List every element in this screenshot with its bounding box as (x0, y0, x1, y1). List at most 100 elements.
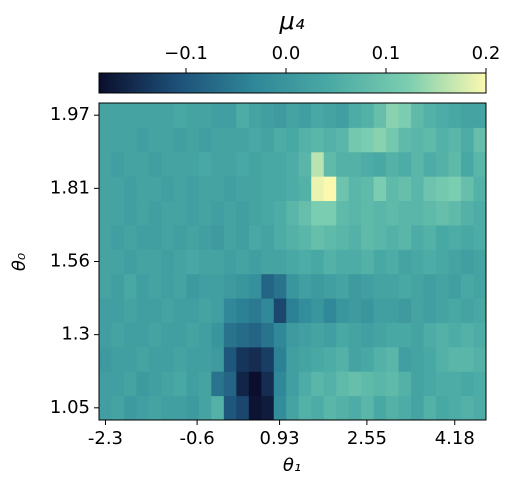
heatmap-cell (248, 176, 262, 202)
colorbar-tick-label: 0.1 (372, 43, 401, 64)
heatmap-cell (448, 127, 462, 153)
heatmap-cell (148, 103, 162, 128)
heatmap-cell (461, 322, 475, 348)
heatmap-cell (186, 371, 200, 397)
heatmap-cell (186, 151, 200, 177)
x-tick-label: 2.55 (347, 428, 387, 449)
heatmap-cell (261, 224, 275, 250)
heatmap-cell (373, 176, 387, 202)
heatmap-cell (236, 200, 250, 226)
heatmap-cell (473, 273, 487, 299)
heatmap-cell (273, 395, 287, 421)
heatmap-cell (236, 346, 250, 372)
heatmap-cell (211, 273, 225, 299)
heatmap-cell (173, 371, 187, 397)
heatmap-cell (236, 322, 250, 348)
heatmap-cell (411, 103, 425, 128)
heatmap-cell (311, 322, 325, 348)
heatmap-cell (448, 224, 462, 250)
heatmap-cell (386, 298, 400, 323)
heatmap-cell (198, 249, 212, 275)
heatmap-cell (298, 371, 312, 397)
heatmap-cell (211, 176, 225, 202)
heatmap-cell (411, 395, 425, 421)
heatmap-cell (273, 151, 287, 177)
heatmap-cell (236, 151, 250, 177)
heatmap-cell (348, 273, 362, 299)
heatmap-cell (386, 273, 400, 299)
heatmap-cell (198, 298, 212, 323)
colorbar-tick-label: 0.0 (272, 43, 301, 64)
heatmap-cell (123, 127, 137, 153)
heatmap-cell (148, 176, 162, 202)
heatmap-cell (236, 176, 250, 202)
heatmap-cell (136, 103, 150, 128)
heatmap-cell (198, 151, 212, 177)
heatmap-cell (248, 395, 262, 421)
heatmap-cell (361, 298, 375, 323)
heatmap-cell (348, 176, 362, 202)
heatmap-cell (436, 224, 450, 250)
heatmap-cell (311, 249, 325, 275)
heatmap-cell (361, 127, 375, 153)
heatmap-cell (248, 200, 262, 226)
heatmap-cell (261, 103, 275, 128)
heatmap-cell (99, 151, 112, 177)
heatmap-cell (211, 371, 225, 397)
heatmap-cell (161, 322, 175, 348)
heatmap-cell (248, 298, 262, 323)
heatmap-cell (111, 224, 125, 250)
heatmap-cell (436, 127, 450, 153)
heatmap-cell (373, 103, 387, 128)
heatmap-cell (423, 395, 437, 421)
heatmap-cell (373, 298, 387, 323)
heatmap-cell (111, 200, 125, 226)
heatmap-cell (236, 249, 250, 275)
heatmap-cell (436, 200, 450, 226)
y-axis-label: θ₀ (9, 253, 30, 271)
heatmap-cell (436, 273, 450, 299)
heatmap-cell (436, 176, 450, 202)
heatmap-cell (136, 298, 150, 323)
heatmap-cell (298, 346, 312, 372)
heatmap-cell (311, 224, 325, 250)
heatmap-cell (236, 395, 250, 421)
heatmap-cell (398, 103, 412, 128)
heatmap-cell (211, 103, 225, 128)
heatmap-cell (111, 346, 125, 372)
heatmap-cell (448, 200, 462, 226)
heatmap-cell (286, 103, 300, 128)
heatmap-cell (223, 395, 237, 421)
heatmap-cell (411, 151, 425, 177)
heatmap-cell (261, 395, 275, 421)
heatmap-cell (248, 151, 262, 177)
heatmap-cell (336, 322, 350, 348)
colorbar-tick-label: 0.2 (472, 43, 501, 64)
heatmap-cell (136, 395, 150, 421)
heatmap-cell (361, 200, 375, 226)
heatmap-cell (198, 346, 212, 372)
heatmap-cell (323, 151, 337, 177)
heatmap-cell (336, 273, 350, 299)
heatmap-cell (273, 176, 287, 202)
heatmap-cell (423, 346, 437, 372)
heatmap-cell (136, 346, 150, 372)
heatmap-cell (398, 127, 412, 153)
heatmap-cell (186, 273, 200, 299)
heatmap-cell (423, 298, 437, 323)
heatmap-cell (99, 273, 112, 299)
heatmap-cell (448, 371, 462, 397)
heatmap-cell (311, 346, 325, 372)
heatmap-cell (286, 127, 300, 153)
heatmap-cell (448, 249, 462, 275)
heatmap-cell (386, 127, 400, 153)
heatmap-cell (348, 395, 362, 421)
heatmap-cell (348, 371, 362, 397)
heatmap-cell (323, 249, 337, 275)
heatmap-cell (261, 200, 275, 226)
heatmap-cell (311, 176, 325, 202)
heatmap-cell (111, 273, 125, 299)
heatmap-cell (386, 176, 400, 202)
heatmap-cell (261, 322, 275, 348)
heatmap-cell (261, 176, 275, 202)
